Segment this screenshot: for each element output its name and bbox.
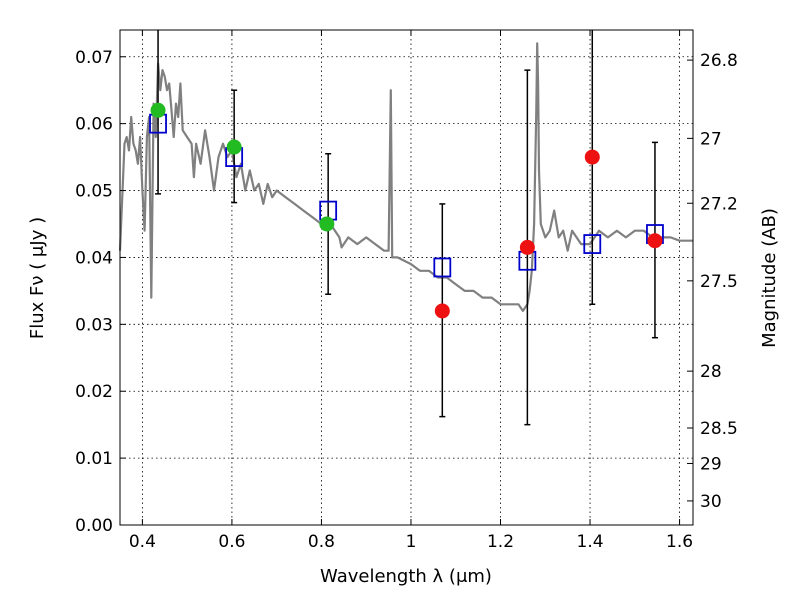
detection-point xyxy=(150,102,166,118)
y2-tick-label: 27.2 xyxy=(700,194,738,214)
labels-layer: 0.4 0.6 0.8 1 1.2 1.4 1.6 0.00 0.01 0.02 0.03 0.04 0… xyxy=(75,48,738,552)
y-tick-label: 0.00 xyxy=(75,516,113,536)
y-tick-label: 0.03 xyxy=(75,315,113,335)
y2-tick-label: 30 xyxy=(700,492,722,512)
x-tick-label: 1.4 xyxy=(577,532,604,552)
y2-tick-label: 28.5 xyxy=(700,419,738,439)
plot-frame xyxy=(119,29,694,526)
ticks-layer xyxy=(120,30,693,526)
nondetection-point xyxy=(584,149,600,165)
x-tick-label: 0.8 xyxy=(308,532,335,552)
model-magnitude-square xyxy=(433,257,452,278)
y2-tick-label: 28 xyxy=(700,362,722,382)
x-axis-title: Wavelength λ (μm) xyxy=(320,566,492,587)
y-tick-label: 0.01 xyxy=(75,449,113,469)
nondetection-point xyxy=(519,239,535,255)
detection-point xyxy=(226,139,242,155)
model-layer xyxy=(118,42,693,312)
y-tick-label: 0.04 xyxy=(75,248,113,268)
grid-layer xyxy=(120,30,693,526)
y2-tick-label: 29 xyxy=(700,454,722,474)
y-tick-label: 0.07 xyxy=(75,48,113,68)
detection-point xyxy=(319,216,335,232)
errorbar-layer xyxy=(155,30,658,426)
model-sed-line xyxy=(118,42,693,312)
y-tick-label: 0.02 xyxy=(75,382,113,402)
y-tick-label: 0.05 xyxy=(75,182,113,202)
x-tick-label: 1 xyxy=(406,532,417,552)
y2-axis-title: Magnitude (AB) xyxy=(759,208,780,348)
nondetection-point xyxy=(434,303,450,319)
y-axis-title: Flux Fν ( μJy ) xyxy=(27,217,48,339)
y-tick-label: 0.06 xyxy=(75,115,113,135)
y2-tick-label: 27 xyxy=(700,129,722,149)
model-magnitude-square xyxy=(583,234,602,254)
point-layer xyxy=(150,102,663,319)
x-tick-label: 0.4 xyxy=(129,532,156,552)
square-layer xyxy=(149,113,664,278)
x-tick-label: 0.6 xyxy=(218,532,245,552)
nondetection-point xyxy=(647,233,663,249)
y2-tick-label: 27.5 xyxy=(700,272,738,292)
y2-tick-label: 26.8 xyxy=(700,51,738,71)
x-tick-label: 1.6 xyxy=(666,532,693,552)
x-tick-label: 1.2 xyxy=(487,532,514,552)
